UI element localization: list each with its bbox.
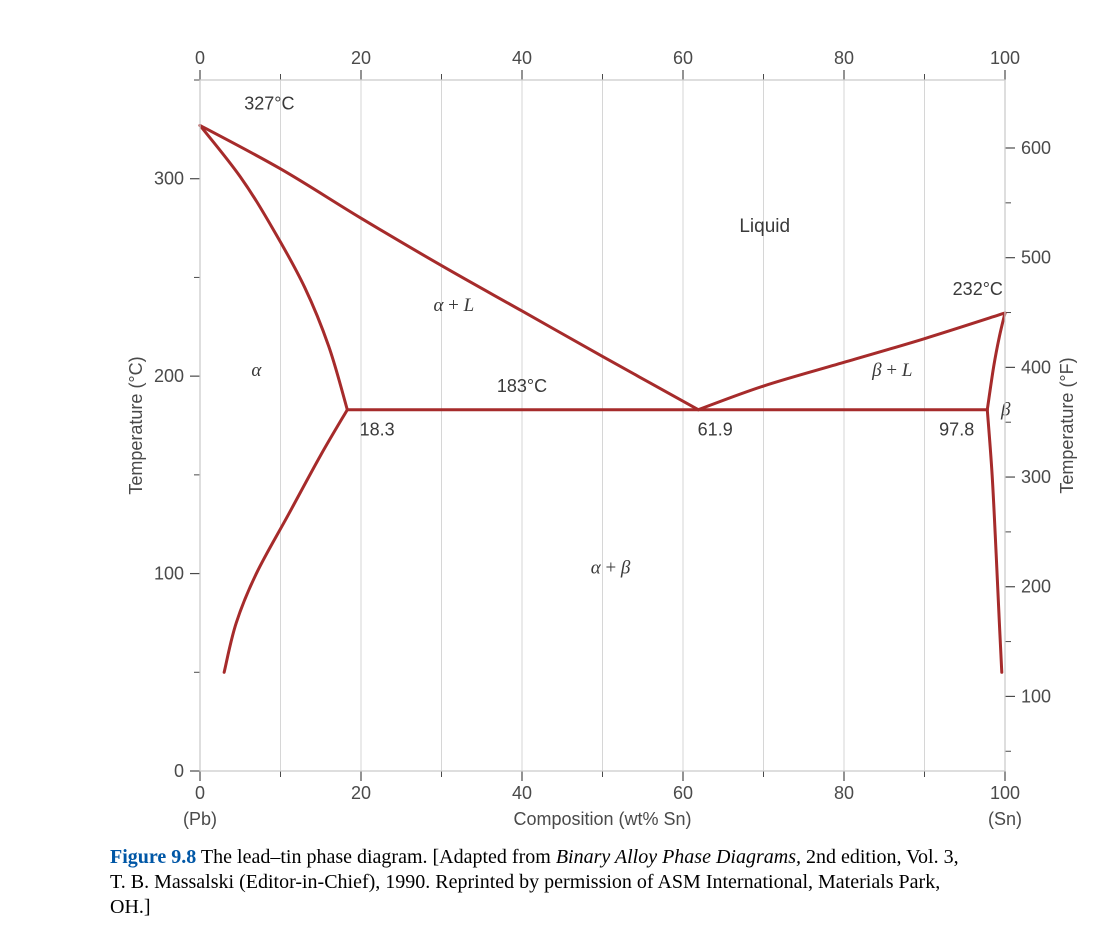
annotation-label: 232°C (953, 279, 1003, 299)
svg-text:100: 100 (990, 48, 1020, 68)
svg-text:300: 300 (1021, 467, 1051, 487)
svg-text:Composition (wt% Sn): Composition (wt% Sn) (513, 809, 691, 829)
region-label: α + L (433, 295, 474, 316)
svg-text:20: 20 (351, 783, 371, 803)
svg-text:0: 0 (195, 48, 205, 68)
figure-number: Figure 9.8 (110, 846, 196, 868)
svg-text:60: 60 (673, 48, 693, 68)
svg-text:80: 80 (834, 48, 854, 68)
svg-text:600: 600 (1021, 138, 1051, 158)
svg-text:100: 100 (154, 564, 184, 584)
svg-text:200: 200 (154, 366, 184, 386)
svg-text:Temperature (°C): Temperature (°C) (126, 356, 146, 494)
svg-text:0: 0 (195, 783, 205, 803)
region-label: β + L (871, 360, 912, 381)
annotation-label: 97.8 (939, 419, 974, 439)
svg-text:Temperature (°F): Temperature (°F) (1057, 357, 1077, 493)
svg-text:200: 200 (1021, 577, 1051, 597)
caption-text-1: The lead–tin phase diagram. [Adapted fro… (196, 846, 556, 868)
page: 0 20 40 60 80 100 Composition (wt% Sn) (Pb) (Sn)… (0, 0, 1112, 932)
annotation-label: Liquid (739, 216, 790, 237)
phase-diagram-svg: 0 20 40 60 80 100 Composition (wt% Sn) (Pb) (Sn)… (0, 0, 1112, 932)
svg-text:500: 500 (1021, 248, 1051, 268)
annotation-label: 61.9 (698, 419, 733, 439)
svg-text:100: 100 (1021, 686, 1051, 706)
annotation-label: 18.3 (360, 419, 395, 439)
svg-text:0: 0 (174, 761, 184, 781)
svg-text:20: 20 (351, 48, 371, 68)
svg-text:(Sn): (Sn) (988, 809, 1022, 829)
svg-text:40: 40 (512, 48, 532, 68)
figure-caption: Figure 9.8 The lead–tin phase diagram. [… (110, 845, 972, 920)
svg-text:80: 80 (834, 783, 854, 803)
annotation-label: 327°C (244, 94, 294, 114)
svg-text:300: 300 (154, 169, 184, 189)
caption-italic: Binary Alloy Phase Diagrams, (556, 846, 801, 868)
svg-text:(Pb): (Pb) (183, 809, 217, 829)
region-label: α + β (591, 558, 631, 579)
region-label: α (251, 360, 262, 381)
svg-text:100: 100 (990, 783, 1020, 803)
svg-text:400: 400 (1021, 357, 1051, 377)
annotation-label: 183°C (497, 376, 547, 396)
svg-text:60: 60 (673, 783, 693, 803)
svg-text:40: 40 (512, 783, 532, 803)
